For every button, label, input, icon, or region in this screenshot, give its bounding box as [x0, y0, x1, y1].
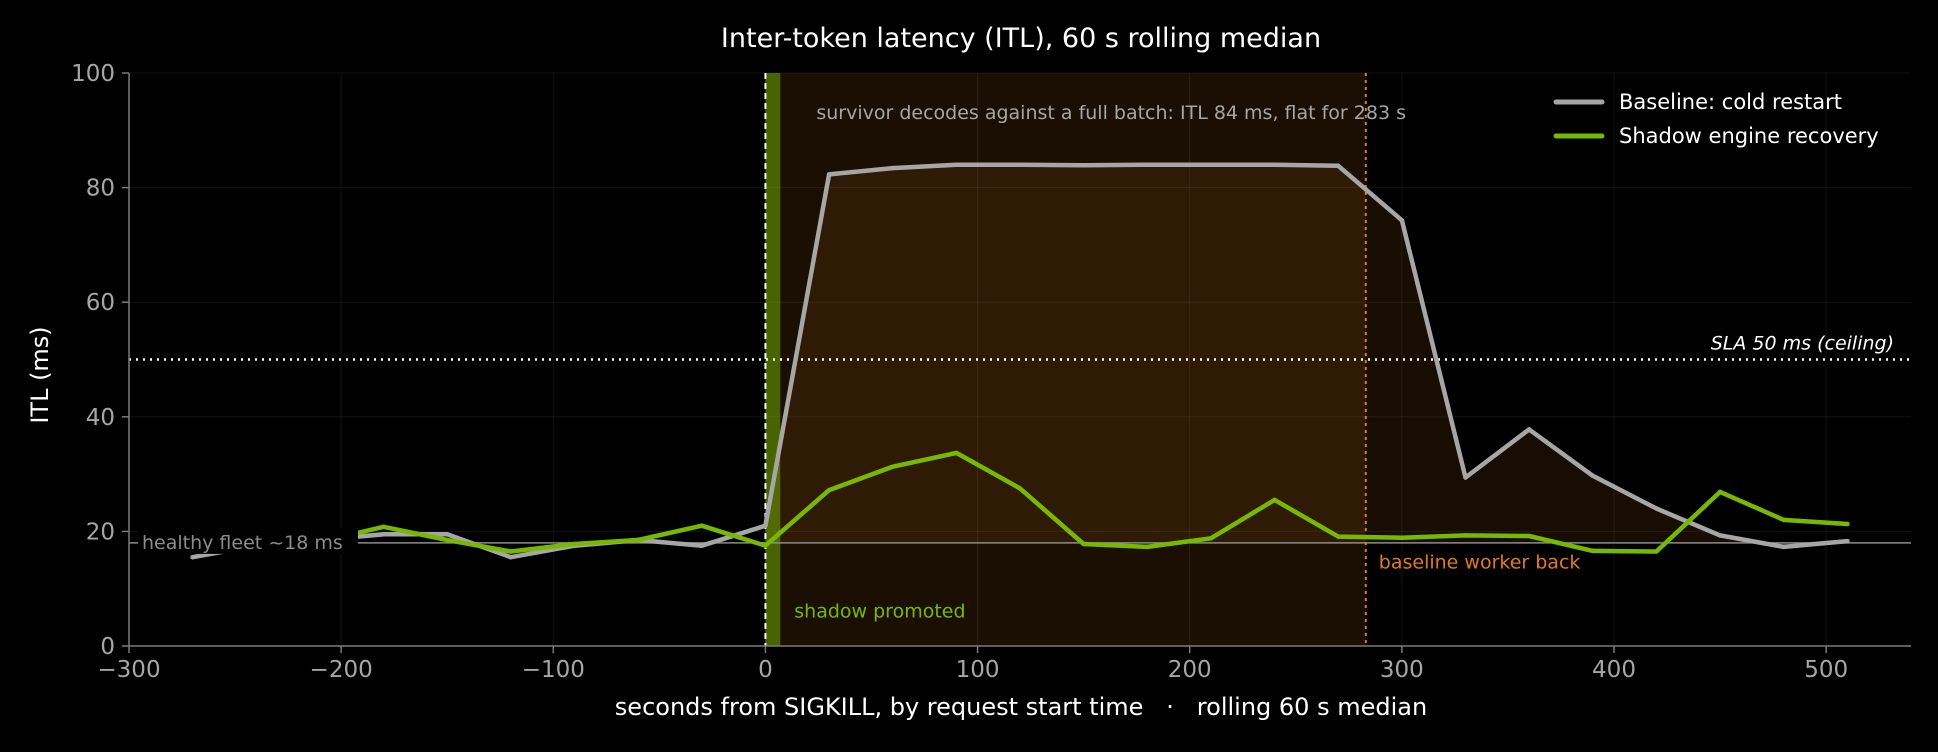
shadow-data-point [1463, 533, 1468, 538]
baseline-data-point [381, 532, 386, 537]
shadow-data-point [1145, 544, 1150, 550]
shadow-data-point [572, 541, 577, 547]
y-tick-label: 40 [86, 405, 115, 431]
y-axis-label: ITL (ms) [26, 326, 54, 423]
baseline-data-point [190, 554, 195, 560]
y-tick-label: 20 [86, 519, 115, 545]
baseline-back-label: baseline worker back [1379, 552, 1581, 574]
legend-baseline-label: Baseline: cold restart [1619, 90, 1842, 114]
baseline-data-point [1017, 162, 1023, 167]
shadow-data-point [1654, 549, 1659, 554]
shadow-data-point [763, 543, 768, 548]
baseline-data-point [1399, 218, 1405, 223]
legend-shadow-label: Shadow engine recovery [1619, 124, 1879, 148]
baseline-data-point [1336, 163, 1341, 169]
baseline-data-point [826, 172, 832, 177]
x-tick-label: −200 [310, 657, 373, 683]
chart-title: Inter-token latency (ITL), 60 s rolling … [721, 23, 1321, 54]
baseline-data-point [445, 532, 450, 537]
baseline-data-point [1717, 533, 1723, 538]
shadow-data-point [1717, 489, 1723, 495]
x-axis-label: seconds from SIGKILL, by request start t… [615, 693, 1427, 721]
baseline-data-point [1145, 162, 1150, 167]
shadow-promoted-label: shadow promoted [794, 600, 965, 622]
shadow-data-point [826, 487, 832, 493]
shadow-data-point [1526, 533, 1532, 539]
x-tick-label: 100 [956, 657, 1000, 683]
x-tick-label: 400 [1592, 657, 1636, 683]
shadow-data-point [1336, 534, 1341, 539]
baseline-data-point [954, 162, 959, 167]
baseline-data-point [1590, 473, 1595, 479]
baseline-data-point [763, 523, 768, 528]
baseline-data-point [1845, 538, 1850, 544]
baseline-data-point [1272, 162, 1277, 167]
baseline-data-point [508, 554, 514, 560]
x-tick-label: −300 [97, 657, 160, 683]
x-tick-label: 200 [1168, 657, 1212, 683]
survivor-annotation: survivor decodes against a full batch: I… [816, 102, 1406, 124]
baseline-data-point [890, 165, 895, 171]
shadow-data-point [381, 524, 386, 530]
shadow-data-point [635, 537, 641, 543]
shadow-data-point [1781, 517, 1786, 523]
shadow-data-point [1845, 521, 1850, 527]
baseline-data-point [1463, 475, 1468, 480]
shadow-data-point [1208, 536, 1214, 541]
shadow-data-point [1272, 497, 1277, 503]
shadow-data-point [954, 450, 959, 456]
baseline-data-point [1526, 427, 1532, 432]
sla-label: SLA 50 ms (ceiling) [1711, 333, 1894, 355]
baseline-data-point [1654, 506, 1659, 511]
y-tick-label: 60 [86, 290, 115, 316]
shadow-data-point [1017, 486, 1023, 491]
baseline-data-point [699, 543, 704, 548]
x-tick-label: 500 [1804, 657, 1848, 683]
shadow-data-point [1399, 535, 1405, 540]
shadow-data-point [1590, 548, 1595, 554]
y-tick-label: 0 [100, 634, 115, 660]
shadow-data-point [890, 464, 895, 469]
baseline-excess-area [765, 164, 1848, 547]
healthy-fleet-label: healthy fleet ~18 ms [142, 532, 343, 554]
shadow-data-point [508, 549, 514, 554]
baseline-data-point [1081, 163, 1086, 168]
x-tick-label: −100 [522, 657, 585, 683]
y-tick-label: 100 [71, 61, 115, 87]
x-tick-label: 300 [1380, 657, 1424, 683]
shadow-data-point [1081, 541, 1086, 547]
shadow-data-point [445, 537, 450, 543]
healthy-label-background [138, 527, 358, 554]
baseline-data-point [1781, 544, 1786, 550]
baseline-data-point [1208, 162, 1214, 167]
y-tick-label: 80 [86, 176, 115, 202]
shadow-data-point [699, 523, 704, 528]
x-tick-label: 0 [758, 657, 773, 683]
